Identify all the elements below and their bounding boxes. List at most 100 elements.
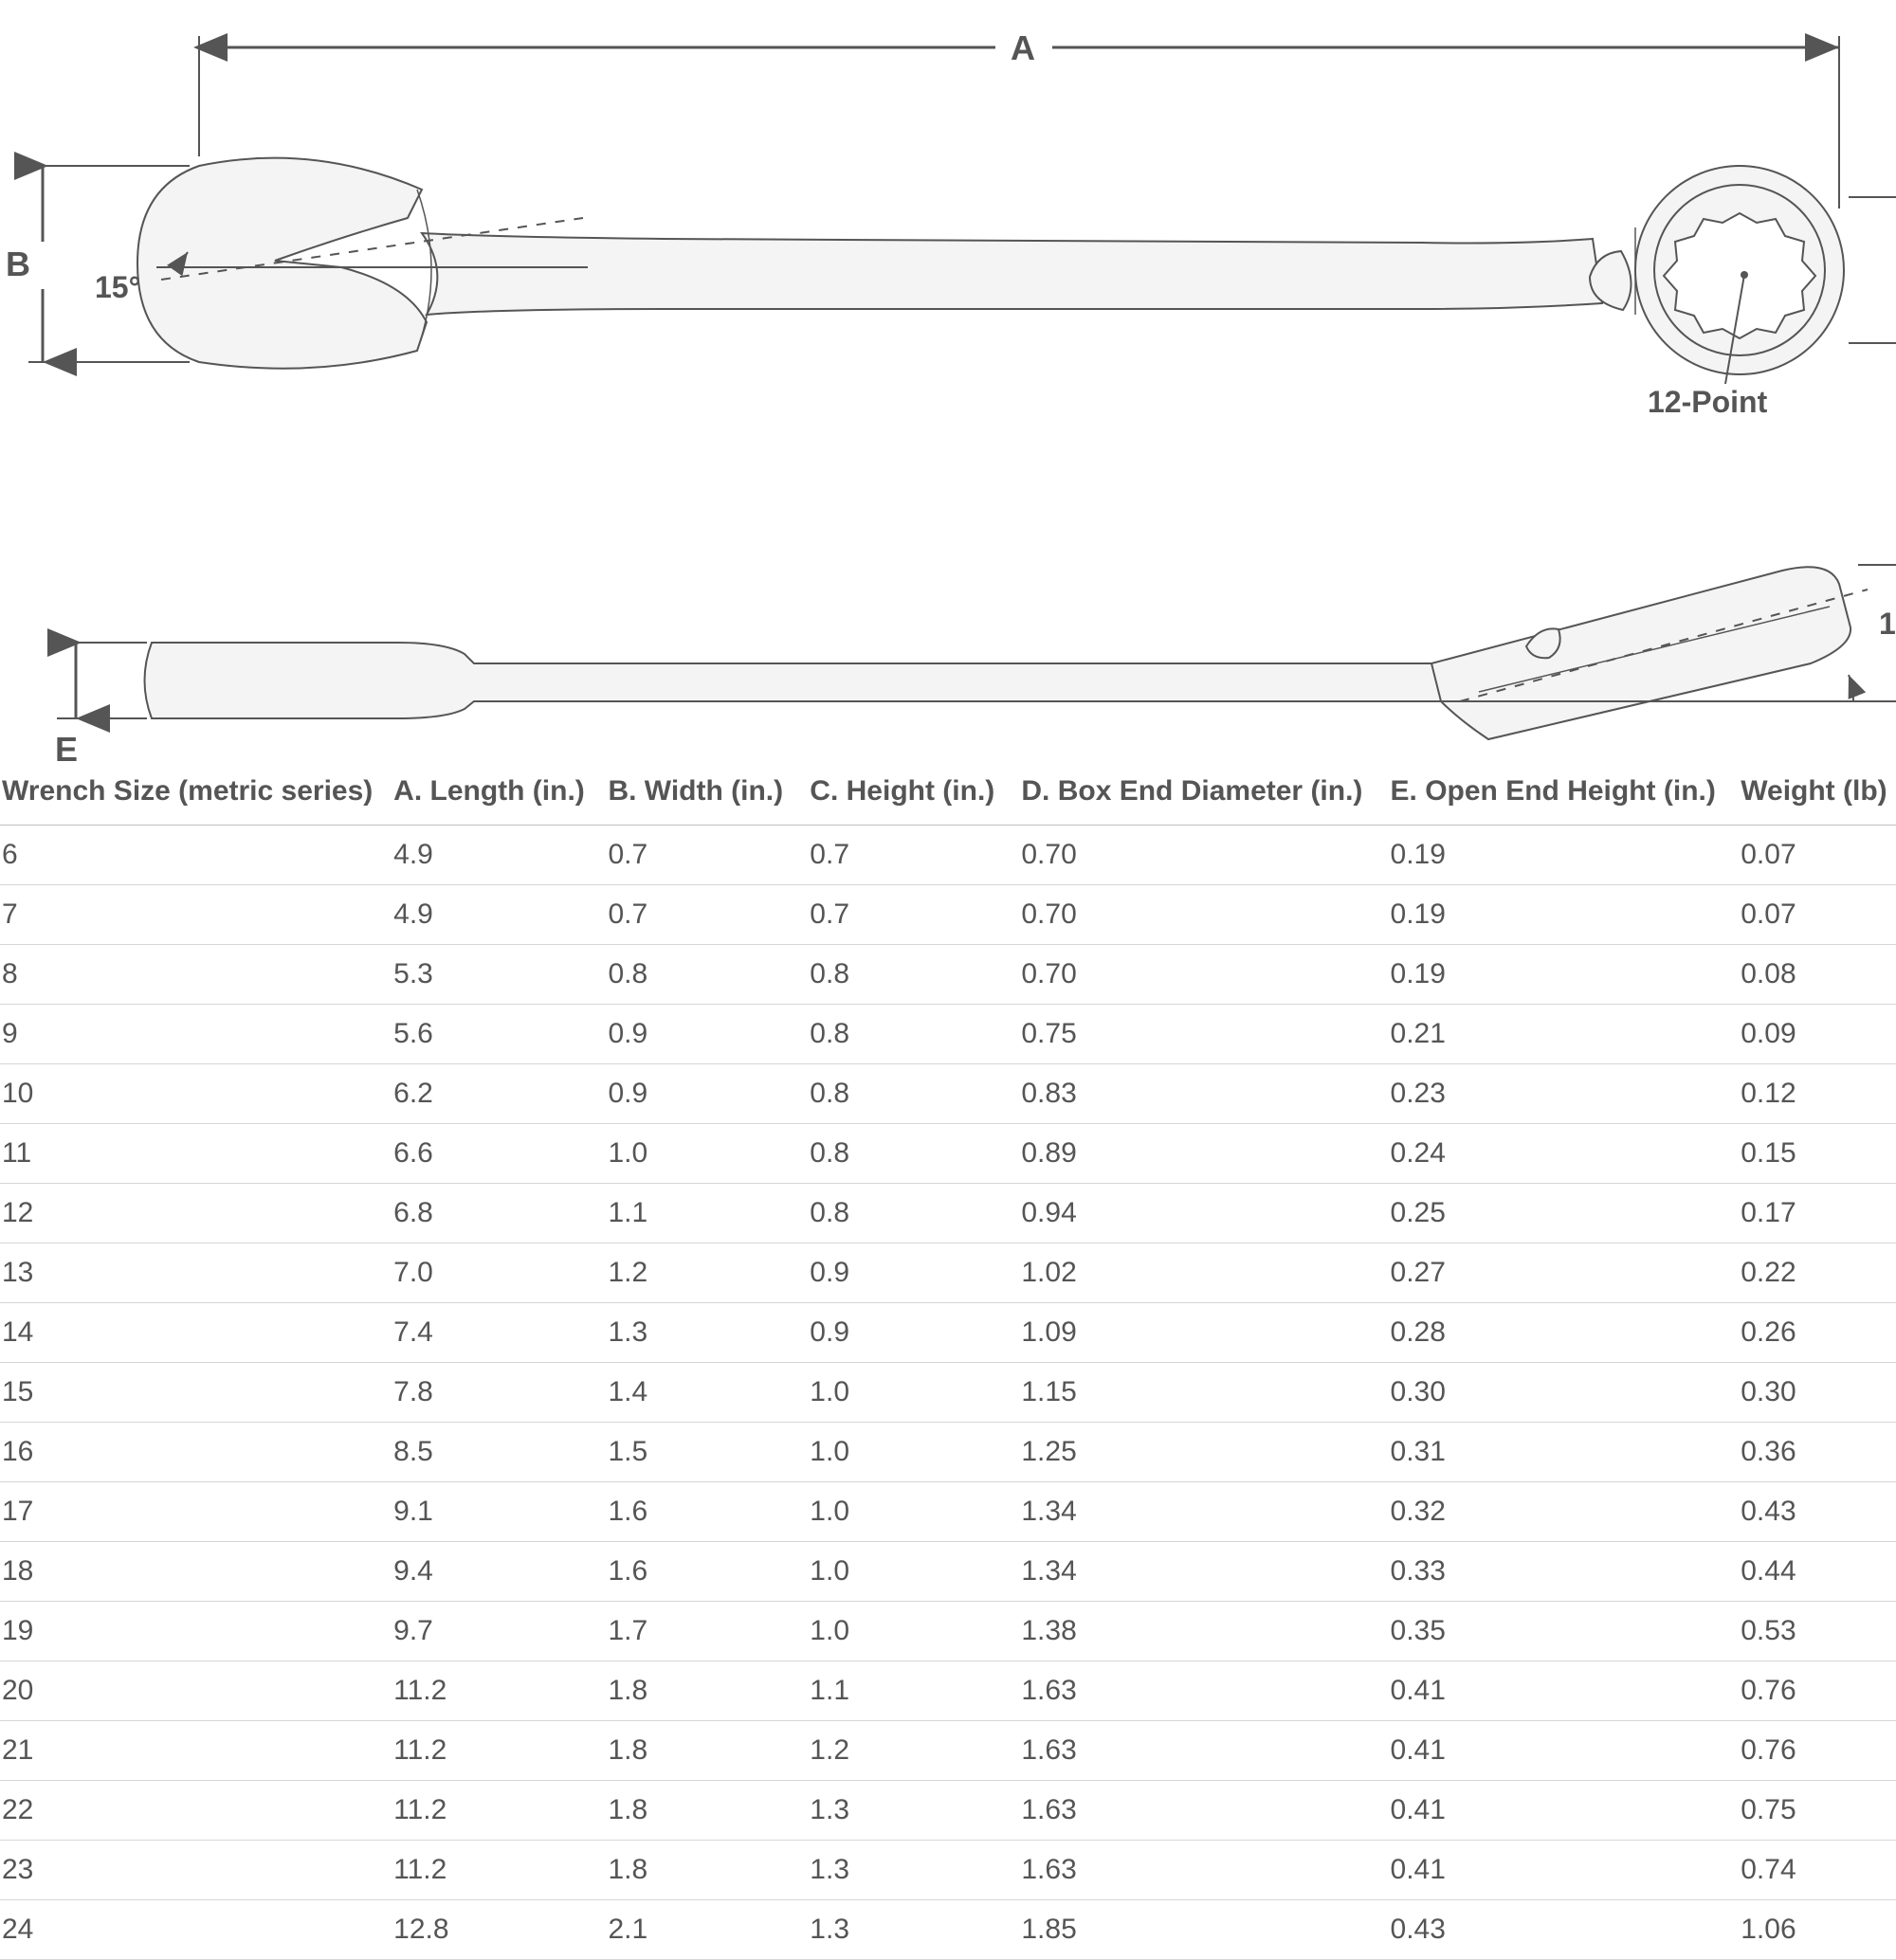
table-cell: 1.25	[1013, 1423, 1382, 1482]
table-cell: 0.23	[1383, 1064, 1734, 1124]
table-cell: 1.63	[1013, 1661, 1382, 1721]
table-cell: 1.6	[600, 1482, 802, 1542]
table-cell: 0.8	[802, 945, 1013, 1005]
table-cell: 0.21	[1383, 1005, 1734, 1064]
table-cell: 1.6	[600, 1542, 802, 1602]
table-cell: 0.32	[1383, 1482, 1734, 1542]
table-cell: 6	[0, 826, 386, 885]
table-cell: 0.26	[1733, 1303, 1896, 1363]
table-cell: 0.89	[1013, 1124, 1382, 1184]
table-cell: 24	[0, 1900, 386, 1960]
table-cell: 0.19	[1383, 826, 1734, 885]
table-row: 137.01.20.91.020.270.22	[0, 1243, 1896, 1303]
col-header-5: E. Open End Height (in.)	[1383, 758, 1734, 826]
handle-top	[422, 233, 1602, 315]
table-cell: 1.02	[1013, 1243, 1382, 1303]
table-cell: 23	[0, 1841, 386, 1900]
table-row: 2311.21.81.31.630.410.74	[0, 1841, 1896, 1900]
table-cell: 15	[0, 1363, 386, 1423]
table-cell: 8.5	[386, 1423, 600, 1482]
table-cell: 11.2	[386, 1721, 600, 1781]
table-cell: 0.36	[1733, 1423, 1896, 1482]
angle-open-label: 15°	[95, 270, 140, 305]
table-cell: 0.8	[802, 1124, 1013, 1184]
table-cell: 0.43	[1733, 1482, 1896, 1542]
table-cell: 11.2	[386, 1661, 600, 1721]
table-cell: 1.63	[1013, 1721, 1382, 1781]
twelve-point-dot	[1741, 271, 1748, 279]
table-cell: 5.6	[386, 1005, 600, 1064]
table-row: 179.11.61.01.340.320.43	[0, 1482, 1896, 1542]
table-cell: 1.06	[1733, 1900, 1896, 1960]
side-shaft	[145, 643, 1480, 718]
table-cell: 0.07	[1733, 885, 1896, 945]
table-cell: 0.28	[1383, 1303, 1734, 1363]
table-cell: 0.07	[1733, 826, 1896, 885]
table-cell: 1.15	[1013, 1363, 1382, 1423]
table-cell: 0.19	[1383, 945, 1734, 1005]
table-cell: 7.4	[386, 1303, 600, 1363]
table-cell: 0.35	[1383, 1602, 1734, 1661]
table-cell: 9	[0, 1005, 386, 1064]
table-cell: 0.25	[1383, 1184, 1734, 1243]
table-cell: 2.1	[600, 1900, 802, 1960]
table-cell: 6.8	[386, 1184, 600, 1243]
wrench-top-view	[137, 158, 1844, 374]
spec-table: Wrench Size (metric series)A. Length (in…	[0, 758, 1896, 1960]
table-cell: 0.09	[1733, 1005, 1896, 1064]
table-cell: 1.3	[802, 1841, 1013, 1900]
table-cell: 1.63	[1013, 1781, 1382, 1841]
table-row: 2011.21.81.11.630.410.76	[0, 1661, 1896, 1721]
table-cell: 1.0	[802, 1482, 1013, 1542]
table-cell: 0.94	[1013, 1184, 1382, 1243]
table-cell: 0.75	[1013, 1005, 1382, 1064]
table-cell: 0.19	[1383, 885, 1734, 945]
table-row: 95.60.90.80.750.210.09	[0, 1005, 1896, 1064]
col-header-1: A. Length (in.)	[386, 758, 600, 826]
table-row: 106.20.90.80.830.230.12	[0, 1064, 1896, 1124]
spec-thead: Wrench Size (metric series)A. Length (in…	[0, 758, 1896, 826]
table-cell: 0.41	[1383, 1661, 1734, 1721]
table-cell: 0.24	[1383, 1124, 1734, 1184]
table-cell: 11	[0, 1124, 386, 1184]
table-cell: 1.85	[1013, 1900, 1382, 1960]
table-row: 85.30.80.80.700.190.08	[0, 945, 1896, 1005]
table-cell: 1.34	[1013, 1542, 1382, 1602]
table-cell: 0.70	[1013, 885, 1382, 945]
table-cell: 1.34	[1013, 1482, 1382, 1542]
table-cell: 0.8	[802, 1005, 1013, 1064]
table-cell: 1.4	[600, 1363, 802, 1423]
table-cell: 1.0	[802, 1542, 1013, 1602]
table-cell: 0.7	[802, 885, 1013, 945]
table-cell: 0.70	[1013, 945, 1382, 1005]
table-cell: 12	[0, 1184, 386, 1243]
table-cell: 1.8	[600, 1661, 802, 1721]
table-cell: 1.1	[802, 1661, 1013, 1721]
table-cell: 0.43	[1383, 1900, 1734, 1960]
table-row: 2211.21.81.31.630.410.75	[0, 1781, 1896, 1841]
table-cell: 1.0	[600, 1124, 802, 1184]
side-lever	[1526, 628, 1560, 658]
table-cell: 0.15	[1733, 1124, 1896, 1184]
table-cell: 1.3	[802, 1900, 1013, 1960]
table-cell: 0.41	[1383, 1721, 1734, 1781]
label-b: B	[6, 245, 30, 284]
table-cell: 7	[0, 885, 386, 945]
table-cell: 0.22	[1733, 1243, 1896, 1303]
table-cell: 0.33	[1383, 1542, 1734, 1602]
table-cell: 0.9	[600, 1005, 802, 1064]
angle-side-label: 15°	[1879, 607, 1896, 642]
twelve-point-label: 12-Point	[1648, 385, 1767, 420]
table-cell: 1.38	[1013, 1602, 1382, 1661]
table-row: 2111.21.81.21.630.410.76	[0, 1721, 1896, 1781]
table-cell: 0.76	[1733, 1721, 1896, 1781]
table-cell: 0.17	[1733, 1184, 1896, 1243]
table-cell: 0.83	[1013, 1064, 1382, 1124]
table-cell: 5.3	[386, 945, 600, 1005]
col-header-3: C. Height (in.)	[802, 758, 1013, 826]
table-cell: 19	[0, 1602, 386, 1661]
col-header-6: Weight (lb)	[1733, 758, 1896, 826]
table-cell: 9.4	[386, 1542, 600, 1602]
table-cell: 0.53	[1733, 1602, 1896, 1661]
table-cell: 0.76	[1733, 1661, 1896, 1721]
